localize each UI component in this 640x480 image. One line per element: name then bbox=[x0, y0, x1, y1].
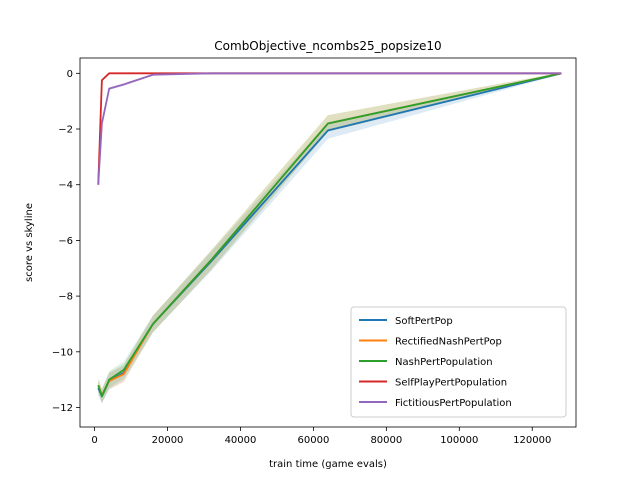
y-axis-label: score vs skyline bbox=[24, 203, 35, 282]
series-line-2 bbox=[97, 72, 562, 398]
y-tick-label: −4 bbox=[58, 180, 73, 191]
series-line-4 bbox=[97, 72, 562, 185]
legend: SoftPertPop RectifiedNashPertPop NashPertP… bbox=[350, 306, 567, 418]
x-tick-label: 100000 bbox=[440, 435, 478, 446]
y-tick-label: 0 bbox=[67, 69, 73, 80]
series-lines bbox=[97, 72, 562, 398]
y-tick-label: −2 bbox=[58, 125, 73, 136]
legend-label: RectifiedNashPertPop bbox=[395, 337, 502, 348]
y-tick-label: −12 bbox=[52, 403, 73, 414]
x-tick-label: 120000 bbox=[513, 435, 551, 446]
x-tick-label: 20000 bbox=[152, 435, 184, 446]
legend-label: FictitiousPertPopulation bbox=[395, 398, 512, 409]
y-axis-ticks: 0 −2 −4 −6 −8 −10 −12 bbox=[52, 69, 80, 414]
legend-label: NashPertPopulation bbox=[395, 357, 493, 368]
x-tick-label: 40000 bbox=[225, 435, 257, 446]
x-axis-label: train time (game evals) bbox=[269, 459, 387, 470]
y-tick-label: −8 bbox=[58, 292, 73, 303]
legend-box bbox=[350, 306, 567, 418]
legend-label: SelfPlayPertPopulation bbox=[395, 378, 507, 389]
legend-label: SoftPertPop bbox=[395, 316, 453, 327]
chart-title: CombObjective_ncombs25_popsize10 bbox=[214, 39, 441, 53]
x-tick-label: 80000 bbox=[370, 435, 402, 446]
y-tick-label: −6 bbox=[58, 236, 73, 247]
x-tick-label: 0 bbox=[91, 435, 97, 446]
plot-area-frame bbox=[79, 57, 577, 428]
x-axis-ticks: 0 20000 40000 60000 80000 100000 120000 bbox=[91, 427, 551, 446]
y-tick-label: −10 bbox=[52, 347, 73, 358]
x-tick-label: 60000 bbox=[298, 435, 330, 446]
